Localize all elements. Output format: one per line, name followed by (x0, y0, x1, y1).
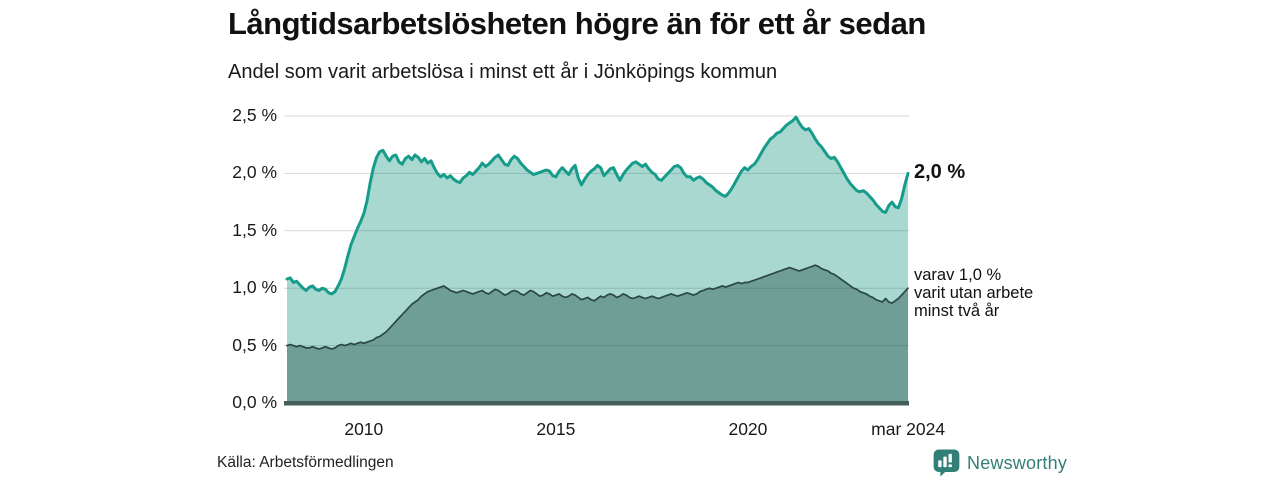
y-axis-tick-label: 1,0 % (232, 277, 277, 298)
x-axis-tick-label: 2015 (536, 419, 576, 439)
newsworthy-brand-name: Newsworthy (967, 452, 1068, 473)
newsworthy-logo-icon (933, 449, 960, 477)
source-caption: Källa: Arbetsförmedlingen (217, 454, 394, 471)
y-axis-tick-label: 0,5 % (232, 334, 277, 355)
y-axis-tick-label: 2,5 % (232, 105, 277, 125)
y-axis-tick-label: 2,0 % (232, 162, 277, 183)
page-title: Långtidsarbetslösheten högre än för ett … (228, 6, 926, 41)
end-value-label-total: 2,0 % (914, 161, 966, 184)
y-axis-tick-label: 1,5 % (232, 219, 277, 240)
end-value-label-two-years: varav 1,0 % varit utan arbete minst två år (914, 266, 1033, 320)
end-value-label-line: varav 1,0 % (914, 266, 1002, 285)
x-axis-tick-label: 2020 (728, 419, 768, 439)
x-axis-tick-label: mar 2024 (871, 419, 946, 439)
end-value-label-line: minst två år (914, 302, 1000, 321)
x-axis-tick-label: 2010 (344, 419, 384, 439)
end-value-label-line: varit utan arbete (914, 284, 1034, 303)
y-axis-tick-label: 0,0 % (232, 392, 277, 412)
newsworthy-brand: Newsworthy (933, 449, 1067, 477)
page-subtitle: Andel som varit arbetslösa i minst ett å… (228, 61, 778, 83)
